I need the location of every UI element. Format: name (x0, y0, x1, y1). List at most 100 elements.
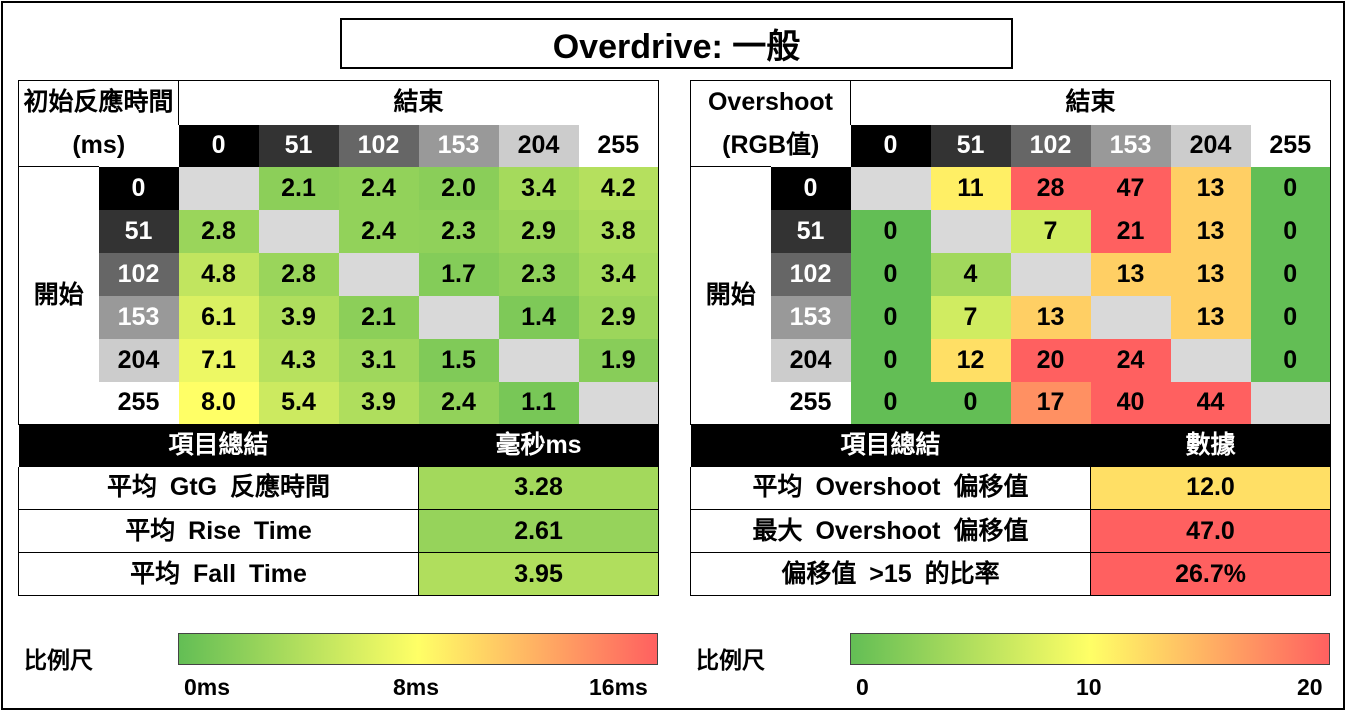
heatmap-cell: 13 (1170, 209, 1251, 253)
col-header-0: 0 (178, 124, 259, 167)
heatmap-cell: 1.9 (578, 338, 660, 382)
row-header-255: 255 (98, 381, 179, 425)
heatmap-cell: 2.9 (578, 295, 660, 339)
row-header-51: 51 (98, 209, 179, 253)
heatmap-cell: 1.1 (498, 381, 579, 425)
heatmap-cell: 40 (1090, 381, 1171, 425)
heatmap-cell: 2.3 (418, 209, 499, 253)
col-header-102: 102 (338, 124, 419, 167)
col-header-51: 51 (258, 124, 339, 167)
heatmap-cell (418, 295, 499, 339)
heatmap-cell (498, 338, 579, 382)
row-header-102: 102 (98, 252, 179, 296)
color-scale-bar-right (850, 633, 1330, 665)
summary-value: 47.0 (1089, 509, 1332, 553)
heatmap-cell: 12 (930, 338, 1011, 382)
end-axis-label: 結束 (178, 80, 660, 125)
heatmap-cell: 44 (1170, 381, 1251, 425)
heatmap-cell: 21 (1090, 209, 1171, 253)
heatmap-cell (578, 381, 660, 425)
summary-label: 平均 Rise Time (17, 509, 419, 553)
heatmap-cell: 3.1 (338, 338, 419, 382)
heatmap-cell: 0 (1250, 252, 1332, 296)
heatmap-cell: 7 (930, 295, 1011, 339)
summary-value: 2.61 (418, 509, 660, 553)
col-header-204: 204 (498, 124, 579, 167)
heatmap-cell: 2.0 (418, 166, 499, 210)
heatmap-cell: 1.7 (418, 252, 499, 296)
heatmap-cell: 0 (850, 338, 931, 382)
summary-value: 3.28 (418, 466, 660, 510)
row-header-0: 0 (770, 166, 851, 210)
heatmap-cell: 24 (1090, 338, 1171, 382)
heatmap-cell: 20 (1010, 338, 1091, 382)
heatmap-cell: 7 (1010, 209, 1091, 253)
heatmap-cell: 3.9 (338, 381, 419, 425)
heatmap-cell (1090, 295, 1171, 339)
heatmap-cell: 0 (930, 381, 1011, 425)
heatmap-cell: 2.9 (498, 209, 579, 253)
heatmap-cell: 4.2 (578, 166, 660, 210)
heatmap-cell: 2.4 (338, 209, 419, 253)
summary-header: 項目總結 (18, 424, 419, 467)
row-header-153: 153 (98, 295, 179, 339)
heatmap-cell: 7.1 (178, 338, 259, 382)
summary-label: 平均 Overshoot 偏移值 (690, 466, 1091, 510)
scale-label-right: 比例尺 (696, 647, 765, 673)
heatmap-cell: 0 (850, 381, 931, 425)
heatmap-cell: 11 (930, 166, 1011, 210)
heatmap-cell: 28 (1010, 166, 1091, 210)
heatmap-cell: 2.3 (498, 252, 579, 296)
scale-tick-right-min: 0 (856, 674, 869, 700)
corner-label-line2: (ms) (17, 124, 179, 167)
col-header-204: 204 (1170, 124, 1251, 167)
corner-label-line1: Overshoot (690, 80, 851, 125)
scale-tick-right-mid: 10 (1076, 674, 1102, 700)
heatmap-cell: 2.8 (178, 209, 259, 253)
col-header-153: 153 (418, 124, 499, 167)
heatmap-cell: 2.4 (418, 381, 499, 425)
heatmap-cell: 1.5 (418, 338, 499, 382)
heatmap-cell: 13 (1170, 295, 1251, 339)
heatmap-cell: 0 (1250, 338, 1332, 382)
heatmap-cell: 0 (850, 295, 931, 339)
row-header-255: 255 (770, 381, 851, 425)
corner-label-line2: (RGB值) (690, 124, 851, 167)
heatmap-cell (258, 209, 339, 253)
heatmap-cell: 13 (1170, 166, 1251, 210)
summary-label: 平均 Fall Time (17, 552, 419, 596)
summary-value: 12.0 (1089, 466, 1332, 510)
response-time-panel: 初始反應時間 結束 (ms) 0 51 102 153 204 255 開始 0 2.1 2.4 2.0 3… (17, 80, 660, 596)
heatmap-cell: 2.1 (338, 295, 419, 339)
col-header-153: 153 (1090, 124, 1171, 167)
summary-label: 偏移值 >15 的比率 (690, 552, 1091, 596)
scale-label-left: 比例尺 (24, 647, 93, 673)
heatmap-cell: 0 (850, 252, 931, 296)
heatmap-cell: 3.4 (498, 166, 579, 210)
heatmap-cell: 0 (1250, 209, 1332, 253)
scale-tick-left-min: 0ms (184, 674, 231, 700)
heatmap-cell (930, 209, 1011, 253)
start-axis-label: 開始 (690, 166, 771, 425)
heatmap-cell: 0 (850, 209, 931, 253)
heatmap-cell: 5.4 (258, 381, 339, 425)
col-header-255: 255 (578, 124, 660, 167)
scale-tick-left-mid: 8ms (393, 674, 440, 700)
heatmap-cell: 1.4 (498, 295, 579, 339)
heatmap-cell: 2.1 (258, 166, 339, 210)
summary-header: 項目總結 (690, 424, 1091, 467)
heatmap-cell: 13 (1010, 295, 1091, 339)
summary-value: 3.95 (418, 552, 660, 596)
scale-tick-right-max: 20 (1297, 674, 1323, 700)
summary-value-header: 數據 (1090, 424, 1331, 467)
corner-label-line1: 初始反應時間 (17, 80, 179, 125)
start-axis-label: 開始 (18, 166, 99, 425)
summary-value: 26.7% (1089, 552, 1332, 596)
heatmap-cell: 8.0 (178, 381, 259, 425)
heatmap-cell (850, 166, 931, 210)
heatmap-cell: 3.4 (578, 252, 660, 296)
heatmap-cell: 4 (930, 252, 1011, 296)
heatmap-cell (1010, 252, 1091, 296)
heatmap-cell: 0 (1250, 166, 1332, 210)
heatmap-cell: 2.8 (258, 252, 339, 296)
